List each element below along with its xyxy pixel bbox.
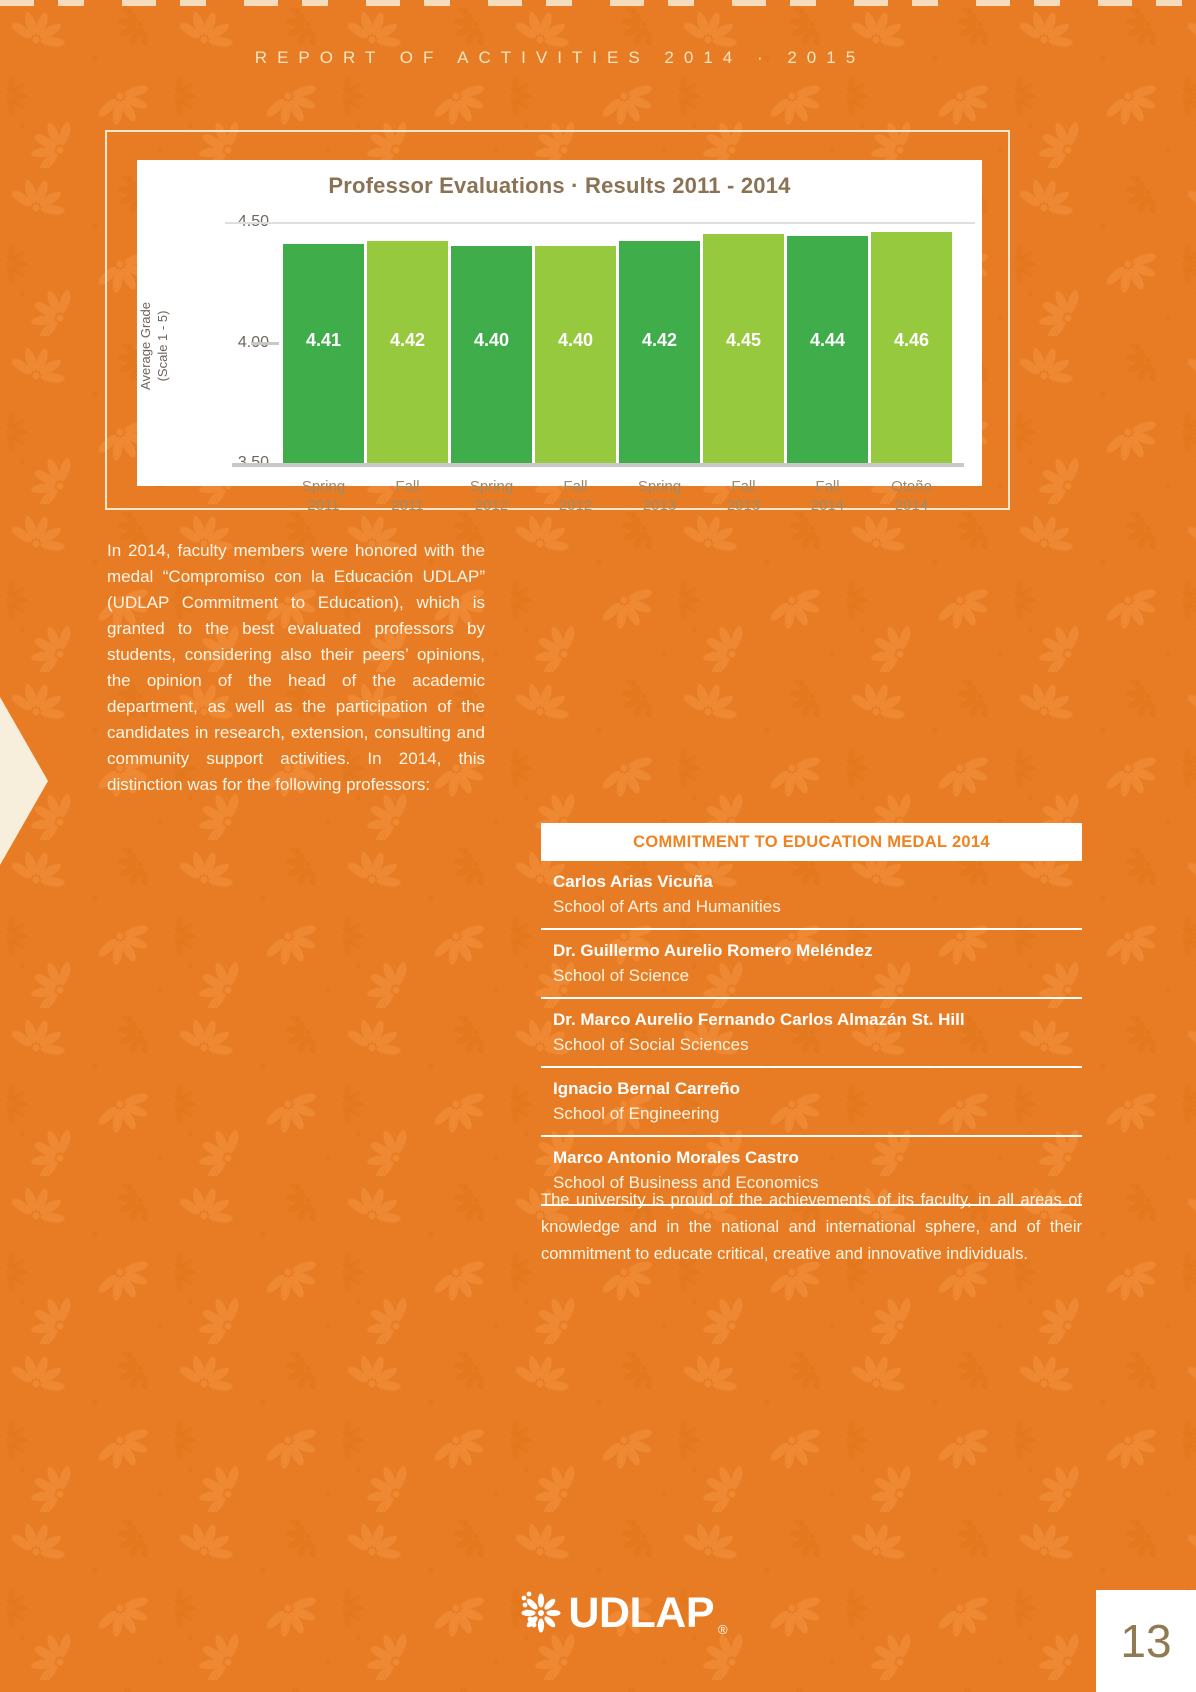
x-label-year: 2014 <box>810 497 845 514</box>
medal-table-header: COMMITMENT TO EDUCATION MEDAL 2014 <box>541 823 1082 861</box>
x-label-year: 2011 <box>391 497 424 514</box>
medal-table-rows: Carlos Arias Vicuña School of Arts and Hu… <box>541 861 1082 1206</box>
bar-otoño-2014: 4.46 <box>871 232 952 463</box>
professor-school: School of Social Sciences <box>553 1035 749 1054</box>
axis-baseline <box>232 463 964 467</box>
x-label-season: Fall <box>395 478 420 495</box>
chart-title: Professor Evaluations · Results 2011 - 2… <box>328 173 791 198</box>
professor-name: Dr. Guillermo Aurelio Romero Meléndez <box>553 941 873 960</box>
table-row: Dr. Marco Aurelio Fernando Carlos Almazá… <box>541 999 1082 1068</box>
x-label-season: Fall <box>815 478 840 495</box>
x-label-season: Spring <box>301 478 346 495</box>
bar-value-label: 4.44 <box>809 330 846 350</box>
udlap-logo-text: UDLAP <box>568 1588 714 1637</box>
x-label-season: Spring <box>637 478 682 495</box>
report-header: REPORT OF ACTIVITIES 2014 · 2015 <box>254 48 866 67</box>
x-label-4: Spring 2013 <box>619 477 700 515</box>
x-label-7: Otoño 2014 <box>871 477 952 515</box>
x-label-year: 2012 <box>474 497 509 514</box>
bar-fall-2013: 4.45 <box>703 234 784 463</box>
x-label-year: 2013 <box>642 497 677 514</box>
table-row: Carlos Arias Vicuña School of Arts and Hu… <box>541 861 1082 930</box>
x-label-6: Fall 2014 <box>787 477 868 515</box>
tick-dash-4-00 <box>251 342 279 345</box>
page-arrow-decoration <box>0 697 48 865</box>
professor-school: School of Business and Economics <box>553 1173 819 1192</box>
x-label-season: Otoño <box>891 478 932 495</box>
bar-fall-2011: 4.42 <box>367 241 448 463</box>
x-label-year: 2012 <box>558 497 593 514</box>
bar-value-label: 4.46 <box>893 330 930 350</box>
x-label-season: Fall <box>563 478 588 495</box>
bar-fall-2014: 4.44 <box>787 236 868 463</box>
x-axis-labels: Spring 2011 Fall 2011 Spring 2012 Fall 2012 Spri… <box>283 477 952 515</box>
x-label-year: 2013 <box>726 497 761 514</box>
medal-table: COMMITMENT TO EDUCATION MEDAL 2014 Carlo… <box>541 823 1082 1206</box>
professor-name: Dr. Marco Aurelio Fernando Carlos Almazá… <box>553 1010 965 1029</box>
x-label-1: Fall 2011 <box>367 477 448 515</box>
bar-value-label: 4.42 <box>389 330 426 350</box>
table-row: Marco Antonio Morales Castro School of Bu… <box>541 1137 1082 1206</box>
bar-value-label: 4.42 <box>641 330 678 350</box>
bar-spring-2012: 4.40 <box>451 246 532 463</box>
x-label-year: 2011 <box>307 497 340 514</box>
x-label-season: Fall <box>731 478 756 495</box>
cropped-heading-fragment <box>0 0 1196 6</box>
y-tick-4.00: 4.00 <box>137 333 269 353</box>
bar-spring-2011: 4.41 <box>283 244 364 463</box>
bar-value-label: 4.41 <box>305 330 342 350</box>
bar-fall-2012: 4.40 <box>535 246 616 463</box>
professor-name: Marco Antonio Morales Castro <box>553 1148 799 1167</box>
table-row: Dr. Guillermo Aurelio Romero Meléndez Sch… <box>541 930 1082 999</box>
bar-value-label: 4.40 <box>473 330 510 350</box>
gridline-top <box>225 222 975 224</box>
udlap-logo: UDLAP ® <box>25 1583 1196 1643</box>
professor-school: School of Arts and Humanities <box>553 897 781 916</box>
evaluation-chart: Professor Evaluations · Results 2011 - 2… <box>137 160 982 514</box>
chart-frame: Professor Evaluations · Results 2011 - 2… <box>105 130 1010 514</box>
registered-mark-icon: ® <box>718 1622 728 1637</box>
closing-paragraph: The university is proud of the achieveme… <box>541 1191 1082 1263</box>
professor-name: Ignacio Bernal Carreño <box>553 1079 741 1098</box>
bar-spring-2013: 4.42 <box>619 241 700 463</box>
bar-value-label: 4.40 <box>557 330 594 350</box>
professor-school: School of Science <box>553 966 690 985</box>
page-number: 13 <box>1120 1615 1172 1667</box>
table-row: Ignacio Bernal Carreño School of Engineer… <box>541 1068 1082 1137</box>
x-label-0: Spring 2011 <box>283 477 364 515</box>
x-label-season: Spring <box>469 478 514 495</box>
x-label-year: 2014 <box>894 497 929 514</box>
professor-school: School of Engineering <box>553 1104 720 1123</box>
x-label-3: Fall 2012 <box>535 477 616 515</box>
udlap-flower-icon <box>521 1591 561 1633</box>
y-tick-4.50: 4.50 <box>137 212 269 232</box>
professor-name: Carlos Arias Vicuña <box>553 872 713 891</box>
intro-paragraph: In 2014, faculty members were honored wi… <box>107 541 485 794</box>
bar-group: 4.41 4.42 4.40 4.40 4.42 4.45 4.44 4.46 <box>283 222 952 463</box>
x-label-5: Fall 2013 <box>703 477 784 515</box>
page-number-box: 13 <box>1096 1590 1196 1692</box>
bar-value-label: 4.45 <box>725 330 762 350</box>
x-label-2: Spring 2012 <box>451 477 532 515</box>
